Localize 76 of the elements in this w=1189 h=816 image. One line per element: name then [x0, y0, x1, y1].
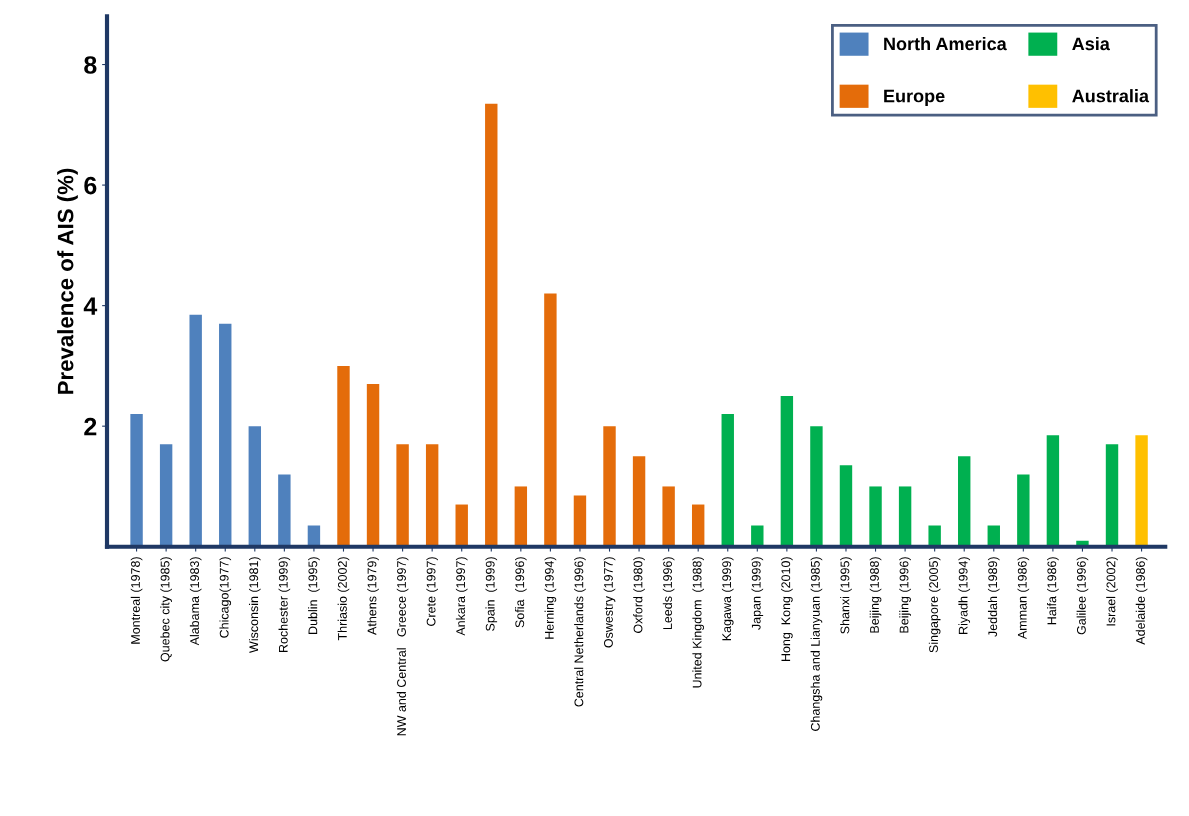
bar — [839, 465, 853, 547]
x-tick-label: Haifa (1986) — [1047, 557, 1059, 625]
x-tick-label: Changsha and Lianyuan (1985) — [810, 557, 823, 731]
bar — [898, 486, 912, 547]
bar — [573, 495, 587, 547]
bar — [189, 314, 202, 547]
x-tick-label: Oswestry (1977) — [603, 557, 616, 648]
x-tick-label: Alabama (1983) — [189, 557, 202, 646]
y-tick-label: 6 — [84, 176, 97, 195]
bar — [159, 444, 173, 547]
x-tick-label: Chicago(1977) — [219, 557, 232, 638]
legend-label: North America — [884, 37, 1007, 51]
bar — [1105, 444, 1119, 547]
legend-label: Europe — [884, 89, 945, 106]
x-tick-label: Crete (1997) — [426, 557, 438, 626]
x-tick-label: Shanxi (1995) — [840, 557, 852, 634]
bar — [810, 426, 823, 547]
x-tick-label: Dublin (1995) — [308, 557, 320, 634]
bar — [869, 486, 882, 547]
bar — [662, 486, 675, 547]
x-tick-label: Beijing (1996) — [899, 557, 911, 633]
bar — [1046, 435, 1060, 547]
bar — [514, 486, 528, 547]
x-tick-label: Adelaide (1986) — [1135, 557, 1148, 645]
legend-label: Australia — [1072, 89, 1150, 103]
bar — [337, 365, 350, 547]
bar — [1135, 435, 1148, 547]
bar — [366, 383, 380, 547]
bar — [396, 444, 409, 547]
bar — [425, 444, 439, 547]
bar — [278, 474, 291, 547]
x-tick-label: Oxford (1980) — [633, 557, 645, 633]
x-tick-label: Japan (1999) — [751, 557, 764, 630]
bar — [721, 414, 734, 547]
x-tick-label: Jeddah (1989) — [987, 557, 1000, 637]
x-tick-label: Hong Kong (2010) — [781, 557, 793, 662]
bar — [219, 323, 232, 547]
x-tick-label: Thriasio (2002) — [337, 557, 350, 641]
x-tick-label: Amman (1986) — [1017, 557, 1030, 640]
bar — [928, 525, 941, 547]
x-tick-label: Kagawa (1999) — [721, 557, 734, 641]
bar — [544, 293, 557, 547]
bar — [632, 456, 646, 547]
x-tick-label: Montreal (1978) — [130, 557, 143, 644]
x-tick-label: Singapore (2005) — [928, 557, 941, 653]
legend-label: Asia — [1072, 37, 1110, 51]
x-tick-label: Rochester (1999) — [278, 557, 291, 652]
bar — [248, 426, 262, 547]
bar — [485, 103, 498, 547]
x-tick-label: Riyadh (1994) — [958, 557, 971, 634]
x-tick-label: Spain (1999) — [485, 557, 498, 631]
y-axis-title: Prevalence of AIS (%) — [57, 168, 78, 394]
y-tick-label: 2 — [84, 417, 97, 436]
x-tick-label: Leeds (1996) — [662, 557, 675, 630]
x-tick-label: Beijing (1988) — [869, 557, 882, 633]
x-tick-label: Ankara (1997) — [455, 557, 468, 636]
x-tick-label: Wisconsin (1981) — [248, 557, 261, 653]
bar — [455, 504, 468, 547]
bar — [958, 456, 971, 547]
x-tick-label: Quebec city (1985) — [160, 557, 172, 662]
bar — [751, 525, 764, 547]
bar — [130, 414, 143, 547]
x-tick-label: Herning (1994) — [544, 557, 557, 639]
x-tick-label: Central Netherlands (1996) — [574, 557, 586, 707]
bar — [691, 504, 705, 547]
x-tick-label: NW and Central Greece (1997) — [396, 557, 409, 736]
x-tick-label: Sofia (1996) — [515, 557, 527, 628]
x-tick-label: United Kingdom (1988) — [692, 557, 705, 688]
y-tick-label: 8 — [84, 56, 97, 74]
x-tick-label: Galilee (1996) — [1076, 557, 1089, 635]
bar — [1017, 474, 1030, 547]
x-tick-label: Israel (2002) — [1106, 557, 1118, 626]
bar — [780, 396, 794, 547]
bar — [603, 426, 616, 547]
y-tick-label: 4 — [83, 297, 98, 315]
x-tick-label: Athens (1979) — [367, 557, 379, 635]
